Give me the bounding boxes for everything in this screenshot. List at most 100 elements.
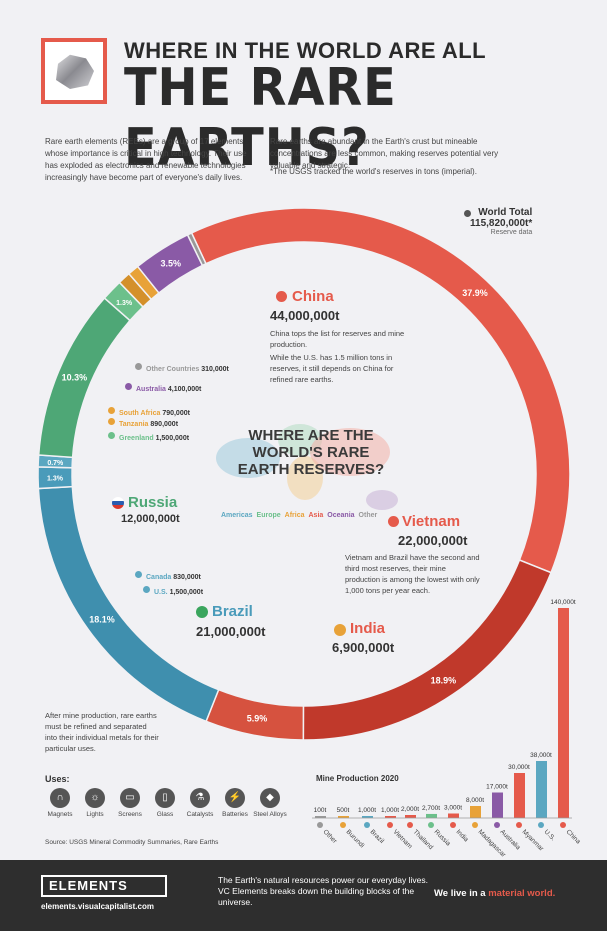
- world-total-sub: Reserve data: [490, 229, 533, 236]
- brand-url[interactable]: elements.visualcapitalist.com: [41, 902, 154, 911]
- uses-title: Uses:: [45, 774, 70, 784]
- bar-vietnam: [385, 816, 396, 818]
- glass-icon: ▯: [155, 788, 175, 808]
- small-country-name: Greenland: [119, 435, 156, 442]
- map-continent-shape: [366, 490, 398, 510]
- small-country-value: 4,100,000t: [167, 386, 202, 393]
- legend-other: Other: [358, 512, 378, 519]
- legend-europe: Europe: [256, 512, 281, 519]
- bar-value-label: 140,000t: [550, 599, 575, 606]
- continent-legend: Americas Europe Africa Asia Oceania Other: [221, 512, 381, 519]
- world-total: World Total 115,820,000t* Reserve data: [470, 207, 532, 236]
- bar-flag-icon: [450, 822, 456, 828]
- bar-flag-icon: [317, 822, 323, 828]
- use-batteries: ⚡ Batteries: [215, 788, 255, 818]
- bar-category-label: Thailand: [412, 828, 435, 851]
- ring-label-russia: 10.3%: [62, 373, 88, 383]
- small-country-value: 890,000t: [150, 421, 179, 428]
- source: Source: USGS Mineral Commodity Summaries…: [45, 839, 219, 846]
- bar-value-label: 38,000t: [530, 752, 552, 759]
- use-magnets: ∩ Magnets: [40, 788, 80, 818]
- bar-value-label: 2,700t: [422, 805, 440, 812]
- ring-slice-other-countries: [186, 231, 207, 267]
- use-steel-alloys: ◆ Steel Alloys: [250, 788, 290, 818]
- intro-right: Rare earths are abundant in the Earth's …: [270, 137, 499, 170]
- china-text-1: China tops the list for reserves and min…: [270, 329, 405, 349]
- tagline-accent: material world.: [488, 888, 556, 899]
- use-label: Lights: [86, 811, 104, 818]
- intro-note: *The USGS tracked the world's reserves i…: [270, 167, 477, 176]
- tagline: We live in a material world.: [434, 888, 555, 899]
- steel-icon: ◆: [260, 788, 280, 808]
- tagline-pre: We live in a: [434, 888, 489, 899]
- bar-value-label: 8,000t: [466, 797, 484, 804]
- bar-category-label: China: [565, 828, 582, 845]
- bar-value-label: 2,000t: [401, 806, 419, 813]
- brazil-flag-icon: [196, 606, 208, 618]
- bar-category-label: Brazil: [369, 828, 386, 845]
- bar-flag-icon: [387, 822, 393, 828]
- use-screens: ▭ Screens: [110, 788, 150, 818]
- small-callout-tanzania: Tanzania 890,000t: [108, 413, 178, 431]
- intro-left: Rare earth elements (REEs) are a group o…: [45, 137, 247, 182]
- use-label: Batteries: [222, 811, 248, 818]
- elements-brand[interactable]: ELEMENTS: [41, 875, 167, 897]
- bulb-icon: ☼: [85, 788, 105, 808]
- bar-category-label: India: [455, 828, 470, 843]
- battery-icon: ⚡: [225, 788, 245, 808]
- small-country-value: 310,000t: [201, 366, 229, 373]
- world-total-value: 115,820,000t*: [470, 218, 533, 229]
- bar-value-label: 1,000t: [358, 807, 376, 814]
- country-flag-icon: [135, 363, 142, 371]
- magnet-icon: ∩: [50, 788, 70, 808]
- small-callout-other-countries: Other Countries 310,000t: [135, 358, 229, 376]
- vietnam-text: Vietnam and Brazil have the second and t…: [345, 553, 480, 595]
- vietnam-flag-icon: [388, 516, 399, 527]
- china-name: China: [292, 288, 334, 305]
- use-label: Glass: [156, 811, 174, 818]
- india-value: 6,900,000t: [332, 640, 395, 655]
- center-title: WHERE ARE THE WORLD'S RARE EARTH RESERVE…: [237, 427, 385, 478]
- china-flag-icon: [276, 291, 287, 302]
- small-country-name: Canada: [146, 574, 174, 581]
- catalyst-icon: ⚗: [190, 788, 210, 808]
- bar-china: [558, 608, 569, 818]
- small-callout-greenland: Greenland 1,500,000t: [108, 427, 189, 445]
- bar-russia: [426, 813, 437, 818]
- rare-earth-rock-logo: [41, 38, 107, 104]
- title-big: THE RARE EARTHS?: [124, 58, 397, 178]
- country-flag-icon: [143, 586, 150, 594]
- bar-madagascar: [470, 806, 481, 818]
- india-flag-icon: [334, 624, 346, 636]
- bar-category-label: Other: [322, 828, 339, 845]
- russia-flag-icon: [112, 497, 124, 509]
- legend-oceania: Oceania: [327, 512, 355, 519]
- small-country-name: U.S.: [154, 589, 170, 596]
- small-callout-australia: Australia 4,100,000t: [125, 378, 201, 396]
- bar-u-s-: [536, 761, 547, 818]
- country-flag-icon: [135, 571, 142, 579]
- russia-value: 12,000,000t: [121, 513, 180, 525]
- small-country-value: 830,000t: [173, 574, 201, 581]
- title-small: WHERE IN THE WORLD ARE ALL: [124, 38, 487, 63]
- use-label: Magnets: [47, 811, 73, 818]
- bar-other: [315, 816, 326, 818]
- bar-category-label: Burundi: [345, 828, 366, 849]
- map-continent-shape: [310, 428, 390, 476]
- use-lights: ☼ Lights: [75, 788, 115, 818]
- use-catalysts: ⚗ Catalysts: [180, 788, 220, 818]
- bar-value-label: 30,000t: [508, 764, 530, 771]
- bar-flag-icon: [340, 822, 346, 828]
- ring-label-brazil: 18.1%: [89, 615, 115, 625]
- ring-label-australia: 3.5%: [161, 259, 182, 269]
- small-country-name: South Africa: [119, 410, 163, 417]
- small-callout-canada: Canada 830,000t: [135, 566, 201, 584]
- china-text-2: While the U.S. has 1.5 million tons in r…: [270, 353, 394, 384]
- bar-flag-icon: [364, 822, 370, 828]
- use-label: Steel Alloys: [253, 811, 287, 818]
- map-continent-shape: [216, 438, 280, 478]
- china-value: 44,000,000t: [270, 308, 340, 323]
- vietnam-value: 22,000,000t: [398, 533, 468, 548]
